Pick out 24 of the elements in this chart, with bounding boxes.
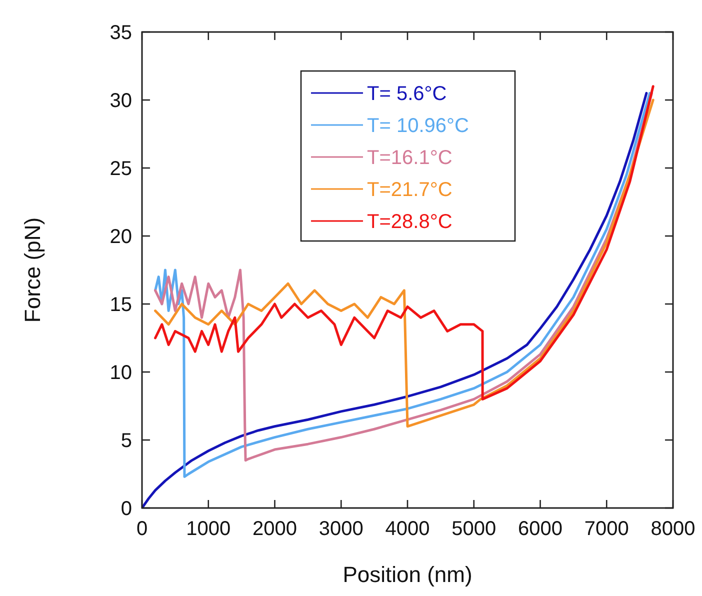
y-tick-label: 15 <box>110 294 132 316</box>
x-tick-label: 7000 <box>584 518 629 540</box>
legend-label: T= 5.6°C <box>367 83 447 105</box>
x-tick-label: 6000 <box>518 518 562 540</box>
y-tick-label: 0 <box>120 498 132 520</box>
x-tick-label: 8000 <box>650 518 696 540</box>
legend-label: T=28.8°C <box>367 211 452 233</box>
legend-label: T=21.7°C <box>367 179 452 201</box>
y-axis-title: Force (pN) <box>20 217 45 323</box>
y-tick-label: 25 <box>110 158 132 180</box>
y-tick-label: 10 <box>110 362 132 384</box>
x-tick-label: 5000 <box>452 518 496 540</box>
x-axis-title: Position (nm) <box>342 562 472 587</box>
y-tick-label: 5 <box>120 430 132 452</box>
y-tick-label: 35 <box>110 22 132 44</box>
x-tick-label: 1000 <box>186 518 231 540</box>
y-tick-label: 20 <box>110 226 132 248</box>
x-tick-label: 3000 <box>318 518 364 540</box>
legend-label: T= 10.96°C <box>367 115 469 137</box>
x-tick-label: 2000 <box>252 518 297 540</box>
x-tick-label: 0 <box>136 518 148 540</box>
x-tick-label: 4000 <box>385 518 430 540</box>
legend-label: T=16.1°C <box>367 147 452 169</box>
y-tick-label: 30 <box>110 90 132 112</box>
